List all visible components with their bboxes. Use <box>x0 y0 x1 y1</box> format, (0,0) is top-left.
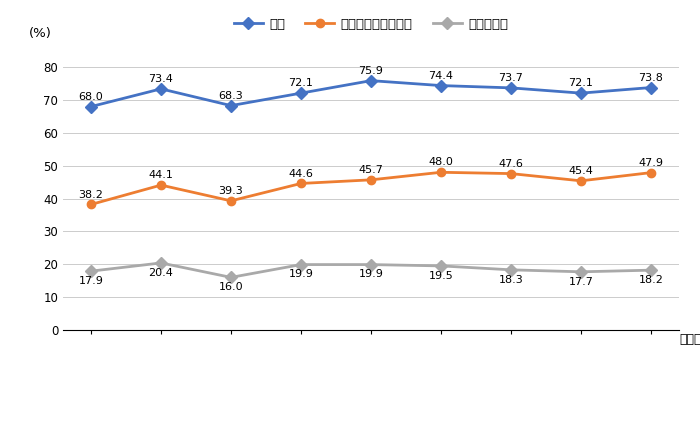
Text: 19.9: 19.9 <box>288 269 314 280</box>
Text: 47.6: 47.6 <box>498 159 524 169</box>
Text: （年）: （年） <box>679 333 700 346</box>
エクササイズ系種目 <box>157 183 165 188</box>
競技系種目 <box>367 262 375 267</box>
Text: 18.2: 18.2 <box>638 275 664 285</box>
Text: 72.1: 72.1 <box>568 78 594 88</box>
全体 <box>367 78 375 83</box>
Text: 20.4: 20.4 <box>148 268 174 278</box>
Text: 45.7: 45.7 <box>358 165 384 175</box>
競技系種目 <box>437 264 445 269</box>
競技系種目 <box>227 275 235 280</box>
Text: 19.9: 19.9 <box>358 269 384 280</box>
Line: 競技系種目: 競技系種目 <box>87 259 655 282</box>
Text: 74.4: 74.4 <box>428 71 454 81</box>
Text: 68.0: 68.0 <box>78 92 104 102</box>
競技系種目 <box>87 269 95 274</box>
Text: 47.9: 47.9 <box>638 158 664 168</box>
Text: 44.6: 44.6 <box>288 169 314 179</box>
Text: 44.1: 44.1 <box>148 170 174 180</box>
Text: 16.0: 16.0 <box>218 282 244 292</box>
Text: 17.9: 17.9 <box>78 276 104 286</box>
Text: 72.1: 72.1 <box>288 78 314 88</box>
Text: 73.8: 73.8 <box>638 73 664 82</box>
エクササイズ系種目 <box>437 170 445 175</box>
Text: 75.9: 75.9 <box>358 66 384 76</box>
競技系種目 <box>157 261 165 266</box>
競技系種目 <box>577 269 585 275</box>
全体 <box>647 85 655 90</box>
Text: 18.3: 18.3 <box>498 275 524 285</box>
全体 <box>227 103 235 108</box>
競技系種目 <box>647 268 655 273</box>
Text: 39.3: 39.3 <box>218 186 244 196</box>
エクササイズ系種目 <box>227 198 235 203</box>
Text: 45.4: 45.4 <box>568 166 594 176</box>
Text: 48.0: 48.0 <box>428 157 454 168</box>
エクササイズ系種目 <box>647 170 655 175</box>
Text: (%): (%) <box>29 27 52 40</box>
全体 <box>577 91 585 96</box>
Text: 17.7: 17.7 <box>568 277 594 287</box>
全体 <box>297 91 305 96</box>
競技系種目 <box>297 262 305 267</box>
Line: 全体: 全体 <box>87 77 655 111</box>
エクササイズ系種目 <box>87 202 95 207</box>
Text: 68.3: 68.3 <box>218 91 244 101</box>
エクササイズ系種目 <box>577 178 585 183</box>
エクササイズ系種目 <box>367 177 375 182</box>
全体 <box>87 104 95 109</box>
競技系種目 <box>507 267 515 272</box>
エクササイズ系種目 <box>297 181 305 186</box>
Text: 73.7: 73.7 <box>498 73 524 83</box>
Text: 38.2: 38.2 <box>78 190 104 200</box>
Text: 19.5: 19.5 <box>428 271 454 281</box>
Text: 73.4: 73.4 <box>148 74 174 84</box>
エクササイズ系種目 <box>507 171 515 176</box>
全体 <box>157 86 165 91</box>
全体 <box>437 83 445 88</box>
Line: エクササイズ系種目: エクササイズ系種目 <box>87 168 655 209</box>
全体 <box>507 85 515 91</box>
Legend: 全体, エクササイズ系種目, 競技系種目: 全体, エクササイズ系種目, 競技系種目 <box>228 13 514 36</box>
